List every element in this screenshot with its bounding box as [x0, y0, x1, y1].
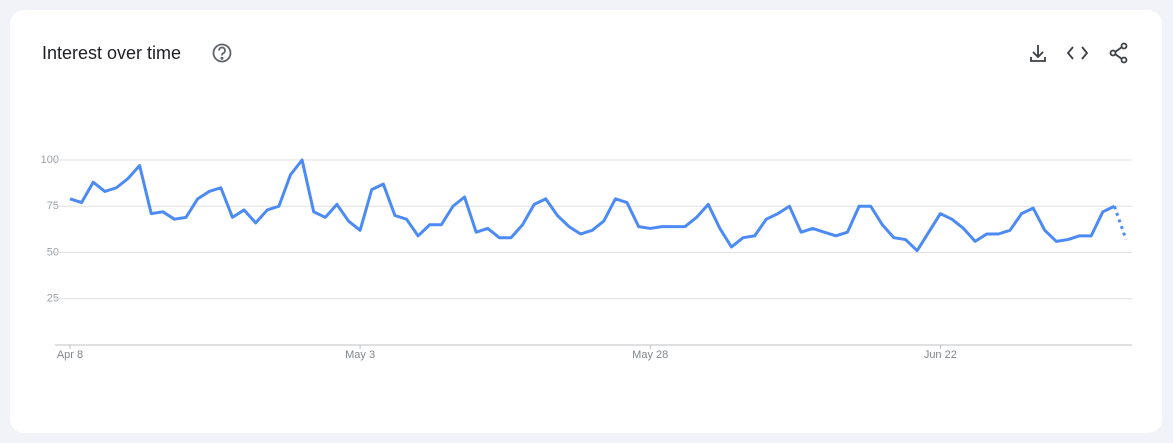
y-tick-label: 75 — [47, 200, 59, 212]
embed-icon[interactable] — [1066, 46, 1089, 60]
help-icon[interactable] — [212, 43, 232, 63]
y-tick-label: 25 — [47, 293, 59, 305]
y-tick-label: 100 — [41, 154, 59, 166]
x-tick-label: Jun 22 — [924, 349, 957, 361]
x-tick-label: May 28 — [632, 349, 668, 361]
line-series — [69, 158, 1116, 253]
share-icon[interactable] — [1109, 42, 1128, 64]
x-tick-label: Apr 8 — [57, 349, 83, 361]
download-icon[interactable] — [1030, 45, 1046, 62]
x-tick-label: May 3 — [345, 349, 375, 361]
line-partial — [1112, 205, 1128, 241]
card — [10, 10, 1162, 433]
chart-title: Interest over time — [42, 43, 181, 63]
y-tick-label: 50 — [47, 246, 59, 258]
